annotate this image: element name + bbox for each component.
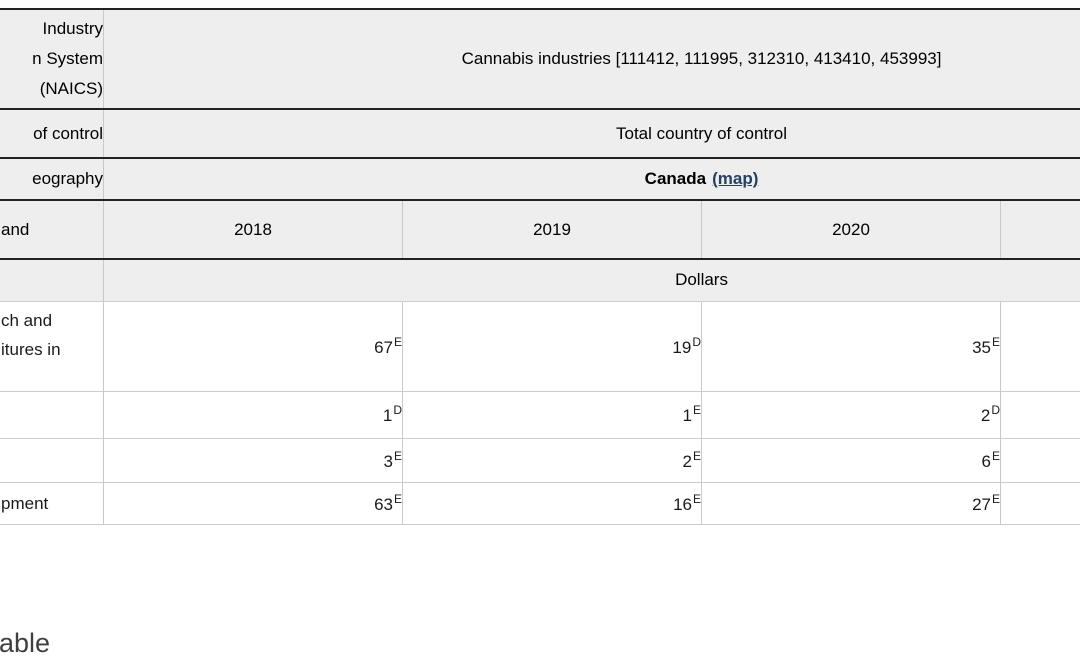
industry-header-row: Industry n System (NAICS) Cannabis indus… (0, 9, 1080, 110)
data-cell: 67E (103, 301, 403, 392)
table-row: 1D 1E 2D (0, 391, 1080, 439)
footnote-indicator: E (393, 491, 402, 506)
data-cell: 27E (701, 482, 1001, 525)
footnote-indicator: E (393, 334, 402, 349)
data-cell: 35E (701, 301, 1001, 392)
footnote-indicator: E (692, 491, 701, 506)
reference-period-row: and 2018 2019 2020 (0, 200, 1080, 260)
footnote-indicator: D (991, 403, 1000, 417)
data-cell: 19D (402, 301, 702, 392)
footnote-indicator: E (393, 448, 402, 463)
unit-row: Dollars (0, 259, 1080, 302)
row-label (0, 391, 104, 439)
naics-stub-header: Industry n System (NAICS) (0, 9, 104, 110)
country-of-control-stub: of control (0, 109, 104, 159)
data-cell: 2E (402, 438, 702, 483)
year-column-header (999, 200, 1080, 260)
year-column-header: 2020 (701, 200, 1001, 260)
footnote-indicator: E (991, 334, 1000, 349)
table-row: 3E 2E 6E (0, 438, 1080, 483)
table-row: pment 63E 16E 27E (0, 482, 1080, 525)
data-cell (999, 391, 1080, 439)
geography-row: eography Canada (map) (0, 158, 1080, 201)
geography-value: Canada (map) (102, 158, 1080, 201)
reference-period-stub: and (0, 200, 104, 260)
data-cell: 63E (103, 482, 403, 525)
page-text-fragment: able (0, 628, 51, 658)
data-cell: 3E (103, 438, 403, 483)
row-label: pment (0, 482, 104, 525)
unit-row-stub (0, 259, 104, 302)
map-link[interactable]: (map) (712, 169, 759, 188)
industry-header: Cannabis industries [111412, 111995, 312… (102, 9, 1080, 110)
geography-name: Canada (644, 169, 707, 188)
table-row: ch and itures in 67E 19D 35E (0, 301, 1080, 392)
footnote-indicator: E (991, 448, 1000, 463)
year-column-header: 2018 (103, 200, 403, 260)
row-label: ch and itures in (0, 301, 104, 392)
footnote-indicator: D (393, 403, 402, 417)
geography-stub: eography (0, 158, 104, 201)
footnote-indicator: E (991, 491, 1000, 506)
data-cell: 6E (701, 438, 1001, 483)
data-cell (999, 438, 1080, 483)
data-cell: 1D (103, 391, 403, 439)
data-cell (999, 482, 1080, 525)
footnote-indicator: E (692, 403, 701, 417)
row-label-text: pment (1, 493, 49, 513)
country-of-control-row: of control Total country of control (0, 109, 1080, 159)
unit-header-dollars: Dollars (102, 259, 1080, 302)
data-cell: 1E (402, 391, 702, 439)
data-cell (999, 301, 1080, 392)
reference-period-stub-label: and (1, 219, 30, 239)
cannabis-industries-table: Industry n System (NAICS) Cannabis indus… (0, 8, 1080, 525)
year-column-header: 2019 (402, 200, 702, 260)
country-of-control-value: Total country of control (102, 109, 1080, 159)
footnote-indicator: D (692, 334, 701, 349)
data-cell: 2D (701, 391, 1001, 439)
row-label (0, 438, 104, 483)
data-cell: 16E (402, 482, 702, 525)
footnote-indicator: E (692, 448, 701, 463)
row-label-text: ch and itures in (1, 310, 61, 359)
